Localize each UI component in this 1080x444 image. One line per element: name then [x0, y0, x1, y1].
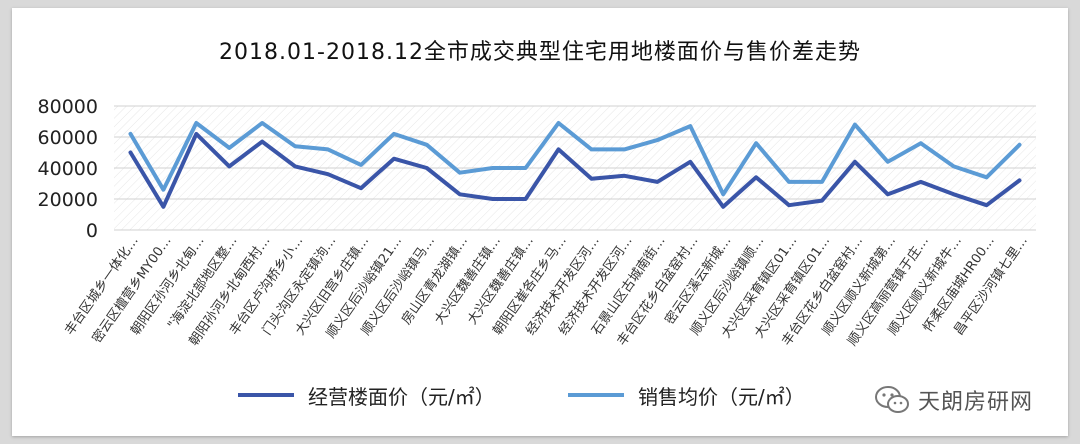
chart-title: 2018.01-2018.12全市成交典型住宅用地楼面价与售价差走势	[219, 40, 861, 65]
y-tick-label: 80000	[38, 96, 98, 118]
legend-swatch	[238, 393, 294, 397]
y-tick-label: 40000	[38, 158, 98, 180]
y-tick-label: 60000	[38, 127, 98, 149]
watermark: 天朗房研网	[874, 384, 1033, 416]
series-line-operating-price	[128, 131, 1022, 209]
series-line-sales-price	[128, 121, 1022, 197]
legend-item-sales-price: 销售均价（元/㎡）	[568, 380, 805, 410]
legend-item-operating-price: 经营楼面价（元/㎡）	[238, 380, 495, 410]
legend-label: 销售均价（元/㎡）	[638, 384, 805, 409]
y-tick-label: 0	[86, 220, 98, 242]
legend-label: 经营楼面价（元/㎡）	[308, 384, 495, 409]
watermark-text: 天朗房研网	[918, 390, 1034, 415]
chart-card: 0 20000 40000 60000 80000 丰台区城乡一体化… 密云区檀营乡MY0…	[12, 8, 1068, 436]
wechat-icon	[875, 386, 909, 413]
legend-swatch	[568, 393, 624, 397]
y-tick-label: 20000	[38, 189, 98, 211]
